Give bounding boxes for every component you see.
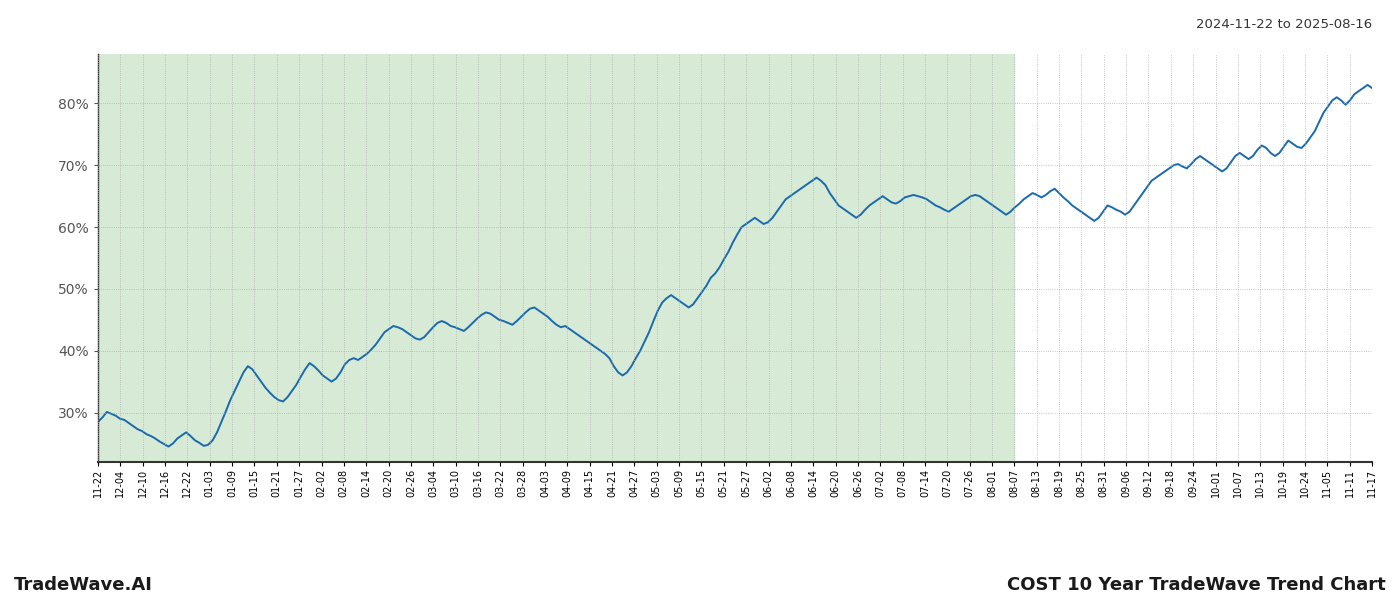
Text: 2024-11-22 to 2025-08-16: 2024-11-22 to 2025-08-16 [1196,18,1372,31]
Bar [98,54,1015,462]
Text: COST 10 Year TradeWave Trend Chart: COST 10 Year TradeWave Trend Chart [1007,576,1386,594]
Text: TradeWave.AI: TradeWave.AI [14,576,153,594]
